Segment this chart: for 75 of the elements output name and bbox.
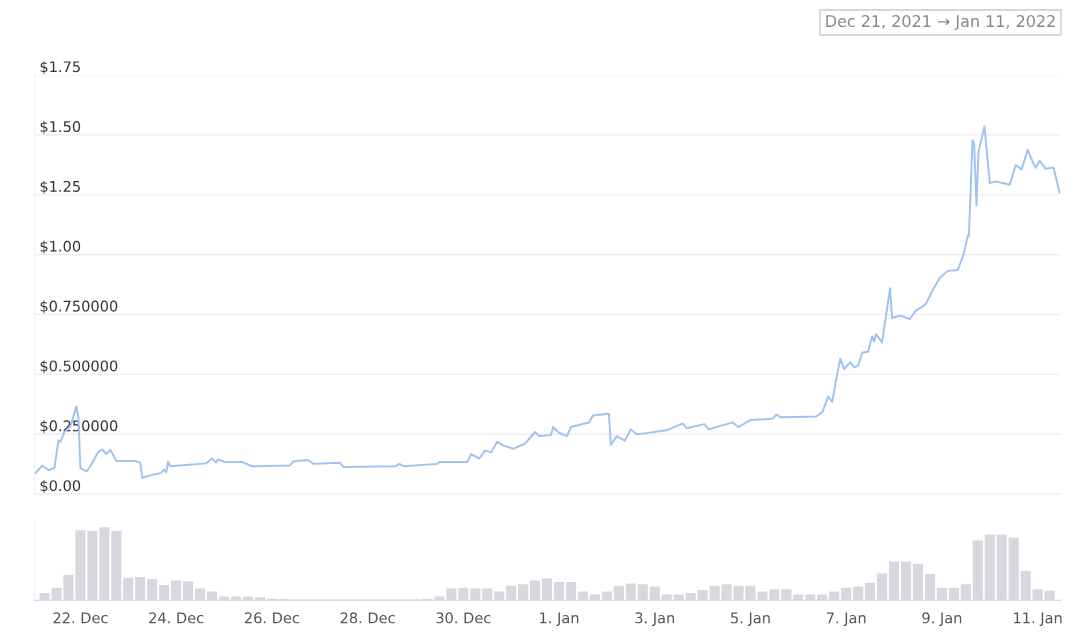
bar bbox=[99, 527, 110, 601]
bar bbox=[829, 591, 840, 601]
bar bbox=[254, 597, 265, 601]
y-tick-label: $1.00 bbox=[40, 240, 81, 254]
bar bbox=[817, 594, 828, 601]
y-tick-label: $0.250000 bbox=[40, 420, 118, 434]
bar bbox=[900, 561, 912, 601]
bar bbox=[960, 584, 971, 601]
bar bbox=[446, 588, 457, 601]
bar bbox=[206, 591, 218, 601]
y-tick-label: $1.50 bbox=[40, 120, 81, 135]
bar bbox=[948, 587, 959, 601]
x-tick-label: 1. Jan bbox=[540, 612, 579, 627]
bar bbox=[518, 584, 529, 601]
bar bbox=[984, 534, 995, 601]
bar bbox=[673, 594, 684, 601]
bar bbox=[1020, 571, 1031, 601]
x-tick-label: 9. Jan bbox=[922, 612, 962, 627]
bar bbox=[781, 589, 792, 601]
bar bbox=[470, 588, 481, 601]
bar bbox=[661, 594, 672, 601]
bar bbox=[494, 591, 505, 601]
bar bbox=[565, 582, 577, 601]
y-tick-label: $0.750000 bbox=[40, 300, 118, 314]
bar bbox=[805, 594, 816, 601]
bar bbox=[458, 587, 469, 601]
x-tick-label: 7. Jan bbox=[826, 612, 866, 627]
bar bbox=[589, 594, 601, 601]
bar bbox=[183, 581, 194, 601]
bar bbox=[530, 580, 541, 601]
bar bbox=[625, 583, 636, 601]
bar bbox=[1044, 590, 1055, 601]
bar bbox=[972, 540, 983, 601]
bar bbox=[1032, 589, 1043, 601]
x-tick-label: 11. Jan bbox=[1014, 612, 1062, 627]
bar bbox=[541, 578, 553, 601]
x-tick-label: 26. Dec bbox=[244, 612, 299, 624]
y-tick-label: $1.25 bbox=[40, 180, 80, 194]
x-tick-label: 22. Dec bbox=[53, 612, 108, 624]
bar bbox=[996, 534, 1007, 601]
bar bbox=[135, 576, 146, 601]
text: Dec 21, 2021 → Jan 11, 2022 bbox=[826, 15, 1055, 31]
bar bbox=[159, 584, 170, 601]
bar bbox=[685, 592, 696, 601]
bar bbox=[888, 561, 900, 601]
bar bbox=[936, 587, 947, 601]
bar bbox=[613, 585, 624, 601]
bar bbox=[577, 591, 589, 601]
bar bbox=[924, 574, 936, 601]
x-tick-label: 24. Dec bbox=[149, 612, 204, 624]
y-tick-label: $0.00 bbox=[40, 479, 81, 494]
bar bbox=[482, 588, 493, 601]
bar bbox=[601, 591, 612, 601]
bar bbox=[865, 582, 876, 601]
bar bbox=[649, 586, 660, 601]
bar bbox=[841, 587, 852, 601]
x-tick-label: 3. Jan bbox=[635, 612, 675, 627]
bar bbox=[637, 584, 648, 601]
y-tick-label: $0.500000 bbox=[40, 360, 118, 374]
bar bbox=[912, 563, 924, 601]
x-tick-label: 28. Dec bbox=[340, 612, 395, 624]
bar bbox=[1008, 537, 1019, 601]
bar bbox=[553, 582, 565, 601]
bar bbox=[123, 577, 134, 601]
bar bbox=[111, 530, 122, 601]
bar bbox=[171, 580, 182, 601]
bar bbox=[853, 586, 864, 601]
bar bbox=[147, 579, 158, 601]
x-tick-label: 5. Jan bbox=[731, 612, 770, 627]
y-tick-label: $1.75 bbox=[40, 60, 80, 75]
bar bbox=[506, 585, 517, 601]
x-tick-label: 30. Dec bbox=[436, 612, 491, 624]
bar bbox=[194, 588, 206, 601]
bar bbox=[877, 573, 888, 601]
bar bbox=[793, 594, 804, 601]
